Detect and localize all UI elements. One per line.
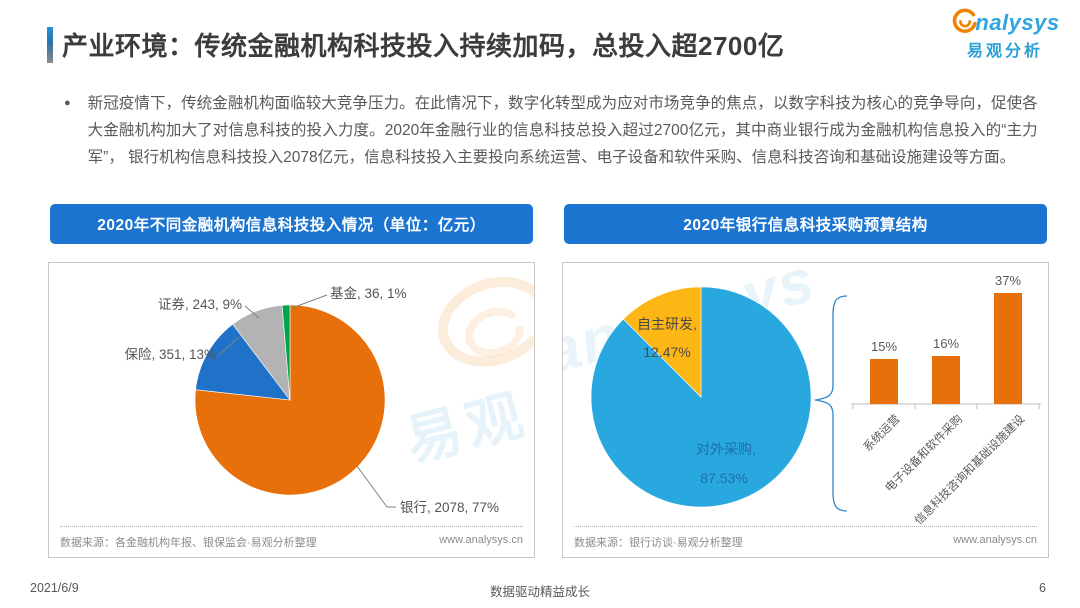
pie-label-inhouse-name: 自主研发, <box>637 316 697 332</box>
pie-label-inhouse-pct: 12.47% <box>643 344 690 360</box>
bar-value-label: 16% <box>933 336 959 351</box>
bar-equipment-software[interactable] <box>932 356 960 404</box>
pie-slice-fund[interactable] <box>281 304 291 401</box>
pie-bar-chart-procurement: 自主研发, 12.47% 对外采购, 87.53% 15% 16% 37% <box>590 273 1041 512</box>
intro-text: 新冠疫情下，传统金融机构面临较大竞争压力。在此情况下，数字化转型成为应对市场竞争… <box>87 95 1038 166</box>
pie-slice-inhouse-rnd[interactable] <box>622 286 702 398</box>
bullet-icon: ● <box>64 97 71 109</box>
intro-paragraph: ● 新冠疫情下，传统金融机构面临较大竞争压力。在此情况下，数字化转型成为应对市场… <box>64 90 1049 171</box>
leader-line-fund <box>291 294 328 309</box>
footer-page-number: 6 <box>1039 581 1046 595</box>
right-source-row: 数据来源：银行访谈·易观分析整理 www.analysys.cn <box>574 526 1037 550</box>
pie-label-insurance: 保险, 351, 13% <box>124 347 216 362</box>
footer-slogan: 数据驱动精益成长 <box>489 585 590 599</box>
leader-line-insurance <box>218 336 240 356</box>
footer-date: 2021/6/9 <box>30 581 79 595</box>
left-source-text: 数据来源：各金融机构年报、银保监会·易观分析整理 <box>60 537 317 549</box>
logo-swoosh-icon <box>953 8 978 33</box>
right-source-text: 数据来源：银行访谈·易观分析整理 <box>574 537 743 549</box>
right-chart-panel: analysys 自主研发, 12.47% 对外采购, 87.53% 15% <box>562 262 1049 558</box>
left-chart-header: 2020年不同金融机构信息科技投入情况（单位：亿元） <box>50 204 533 244</box>
pie-label-bank: 银行, 2078, 77% <box>400 500 499 515</box>
page-title: 产业环境：传统金融机构科技投入持续加码，总投入超2700亿 <box>62 31 785 61</box>
bar-system-operation[interactable] <box>870 359 898 404</box>
leader-line-securities <box>244 305 260 319</box>
analysys-logo: nalysys 易观分析 <box>946 8 1064 61</box>
logo-brand-text: nalysys <box>975 10 1060 35</box>
pie-chart-institutions: 银行, 2078, 77% 保险, 351, 13% 证券, 243, 9% 基… <box>124 285 499 515</box>
bar-consulting-infrastructure[interactable] <box>994 293 1022 404</box>
title-accent-bar <box>47 27 53 63</box>
pie-slice-insurance[interactable] <box>195 323 291 401</box>
leader-line-bank <box>356 465 396 508</box>
left-source-row: 数据来源：各金融机构年报、银保监会·易观分析整理 www.analysys.cn <box>60 526 523 550</box>
bar-value-label: 15% <box>871 339 897 354</box>
brace-connector <box>814 295 848 512</box>
pie-label-external-pct: 87.53% <box>700 470 747 486</box>
left-site-link[interactable]: www.analysys.cn <box>439 534 523 546</box>
pie-label-external-name: 对外采购, <box>696 441 756 457</box>
pie-label-securities: 证券, 243, 9% <box>158 297 242 312</box>
pie-label-fund: 基金, 36, 1% <box>330 285 407 301</box>
bar-value-label: 37% <box>995 273 1021 288</box>
logo-brand-cn: 易观分析 <box>966 43 1043 60</box>
right-site-link[interactable]: www.analysys.cn <box>953 534 1037 546</box>
left-chart-panel: 易观 银行, 2078, 77% 保险, 351, 13% 证券, 243, 9… <box>48 262 535 558</box>
right-chart-header: 2020年银行信息科技采购预算结构 <box>564 204 1047 244</box>
